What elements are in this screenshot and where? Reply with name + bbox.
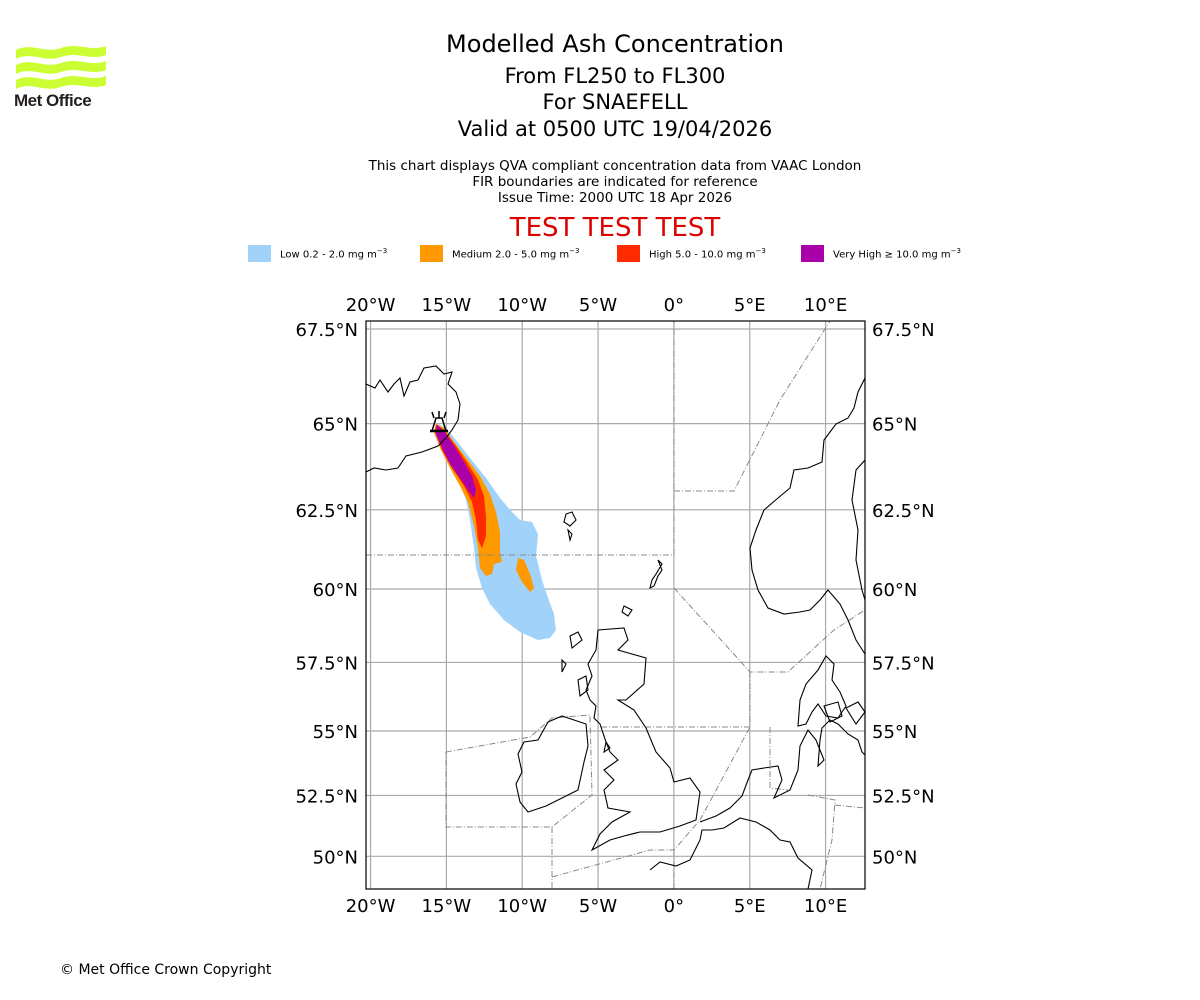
coastline-faroe	[563, 511, 577, 543]
volcano-icon	[430, 411, 448, 433]
coastline-orkney	[621, 605, 633, 617]
subtitle-qva: This chart displays QVA compliant concen…	[368, 158, 862, 174]
ash-medium-region-2	[516, 558, 534, 592]
coastline-france	[649, 817, 813, 889]
coastline-danish-islands	[823, 701, 865, 725]
lon-tick-label-top: 10°E	[804, 295, 847, 316]
test-banner: TEST TEST TEST	[509, 213, 721, 243]
coastline-norway	[749, 377, 865, 655]
ash-plume	[434, 424, 556, 640]
legend-label-very-high: Very High ≥ 10.0 mg m−3	[833, 247, 961, 261]
legend-label-low: Low 0.2 - 2.0 mg m−3	[280, 247, 388, 261]
coastline-isle-of-man	[603, 740, 611, 754]
coastline-iceland	[366, 365, 461, 473]
coastline-great-britain	[585, 627, 701, 852]
lon-tick-label-bottom: 10°E	[804, 896, 847, 917]
coastline-denmark	[797, 655, 847, 727]
lat-tick-label-left: 65°N	[313, 415, 358, 436]
lat-tick-label-left: 60°N	[313, 580, 358, 601]
met-office-logo	[16, 46, 106, 89]
volcano-name: For SNAEFELL	[542, 90, 688, 114]
lon-tick-label-top: 0°	[664, 295, 684, 316]
lat-tick-label-right: 50°N	[872, 847, 917, 868]
issue-time: Issue Time: 2000 UTC 18 Apr 2026	[497, 190, 733, 206]
coastline-ireland	[515, 715, 589, 813]
lat-tick-label-right: 57.5°N	[872, 653, 935, 674]
coastline-hebrides	[561, 631, 589, 698]
coastline-low-countries	[699, 719, 865, 823]
coastline-shetland	[649, 559, 663, 590]
legend-swatch-low	[248, 245, 271, 262]
lat-tick-label-left: 50°N	[313, 847, 358, 868]
lon-tick-label-bottom: 5°W	[579, 896, 617, 917]
lon-tick-label-top: 20°W	[346, 295, 396, 316]
coastlines	[366, 365, 865, 889]
lon-tick-label-bottom: 15°W	[422, 896, 472, 917]
chart-title: Modelled Ash Concentration	[446, 30, 784, 58]
lon-tick-label-top: 5°W	[579, 295, 617, 316]
valid-time: Valid at 0500 UTC 19/04/2026	[457, 117, 773, 141]
map-frame	[365, 320, 866, 890]
legend-label-medium: Medium 2.0 - 5.0 mg m−3	[452, 247, 580, 261]
legend-swatch-medium	[420, 245, 443, 262]
lat-tick-label-right: 55°N	[872, 722, 917, 743]
legend-swatch-very-high	[801, 245, 824, 262]
lat-tick-label-left: 62.5°N	[295, 501, 358, 522]
lon-tick-label-top: 10°W	[497, 295, 547, 316]
lon-tick-label-bottom: 5°E	[734, 896, 766, 917]
lat-tick-label-right: 60°N	[872, 580, 917, 601]
lon-tick-label-bottom: 20°W	[346, 896, 396, 917]
lon-tick-label-bottom: 10°W	[497, 896, 547, 917]
lat-tick-label-right: 67.5°N	[872, 320, 935, 341]
lat-tick-label-right: 52.5°N	[872, 786, 935, 807]
lon-tick-label-top: 15°W	[422, 295, 472, 316]
copyright-notice: © Met Office Crown Copyright	[60, 962, 272, 978]
flight-level-range: From FL250 to FL300	[504, 64, 726, 88]
lon-tick-label-top: 5°E	[734, 295, 766, 316]
lon-tick-label-bottom: 0°	[664, 896, 684, 917]
lat-tick-label-left: 52.5°N	[295, 786, 358, 807]
lat-tick-label-left: 57.5°N	[295, 653, 358, 674]
met-office-logo-text: Met Office	[14, 91, 92, 110]
lat-tick-label-left: 67.5°N	[295, 320, 358, 341]
lat-tick-label-left: 55°N	[313, 722, 358, 743]
lat-tick-label-right: 62.5°N	[872, 501, 935, 522]
coastline-sweden	[851, 459, 865, 601]
legend-label-high: High 5.0 - 10.0 mg m−3	[649, 247, 766, 261]
subtitle-fir: FIR boundaries are indicated for referen…	[472, 174, 758, 190]
legend-swatch-high	[617, 245, 640, 262]
ash-very-high-region	[436, 425, 476, 498]
graticule	[366, 321, 865, 889]
lat-tick-label-right: 65°N	[872, 415, 917, 436]
axis-tick-labels: 20°W 20°W 15°W 15°W 10°W 10°W 5°W 5°W 0° 0° 5°E 5°E…	[295, 295, 934, 917]
fir-boundaries	[366, 321, 865, 889]
